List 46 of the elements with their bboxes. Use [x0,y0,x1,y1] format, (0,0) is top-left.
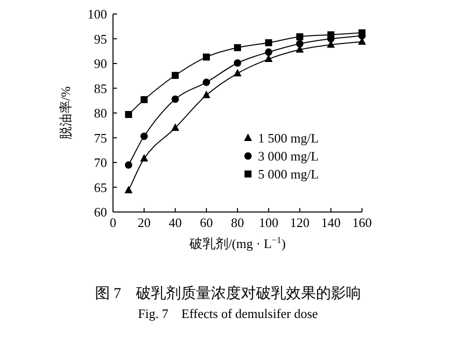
point [296,33,304,40]
point [327,31,334,38]
point [140,132,148,140]
x-tick-label: 40 [168,215,182,230]
point [124,161,132,169]
y-tick-label: 65 [94,180,107,195]
y-tick-label: 85 [94,80,107,96]
y-axis-title: 脱油率/% [58,86,73,140]
legend-label: 5 000 mg/L [258,166,319,182]
x-axis-title: 破乳剂/(mg · L$^{−1}$) [188,235,286,251]
text: Fig. 7 Effects of demulsifer dose [138,306,318,321]
x-tick-label: 0 [110,215,116,230]
legend-label: 3 000 mg/L [258,148,319,164]
point [234,59,242,67]
x-tick-label: 60 [200,215,213,230]
point [171,123,180,131]
y-tick-label: 70 [94,155,107,170]
point [202,78,210,86]
point [264,54,273,62]
y-tick-label: 80 [94,106,107,120]
x-tick-label: 120 [290,215,310,230]
point [140,96,148,104]
point [124,186,133,194]
point [125,110,132,118]
y-tick-label: 75 [94,130,107,146]
point [172,72,179,79]
point [140,154,148,162]
y-tick-label: 90 [94,56,107,71]
x-tick-label: 20 [138,215,151,230]
point [202,90,210,98]
x-tick-label: 100 [258,215,278,230]
legend-label: 1 500 mg/L [258,130,319,146]
point [202,54,210,61]
point [234,44,241,52]
point [234,68,242,76]
y-tick-label: 60 [94,204,107,220]
point [264,48,272,56]
point [296,40,304,48]
x-tick-label: 140 [321,215,341,230]
x-tick-label: 80 [231,215,244,230]
y-tick-label: 100 [88,6,107,22]
y-tick-label: 95 [94,31,107,46]
x-tick-label: 160 [352,215,372,230]
point [265,39,272,46]
text: 图 7 破乳剂质量浓度对破乳效果的影响 [94,285,362,302]
point [172,95,179,103]
